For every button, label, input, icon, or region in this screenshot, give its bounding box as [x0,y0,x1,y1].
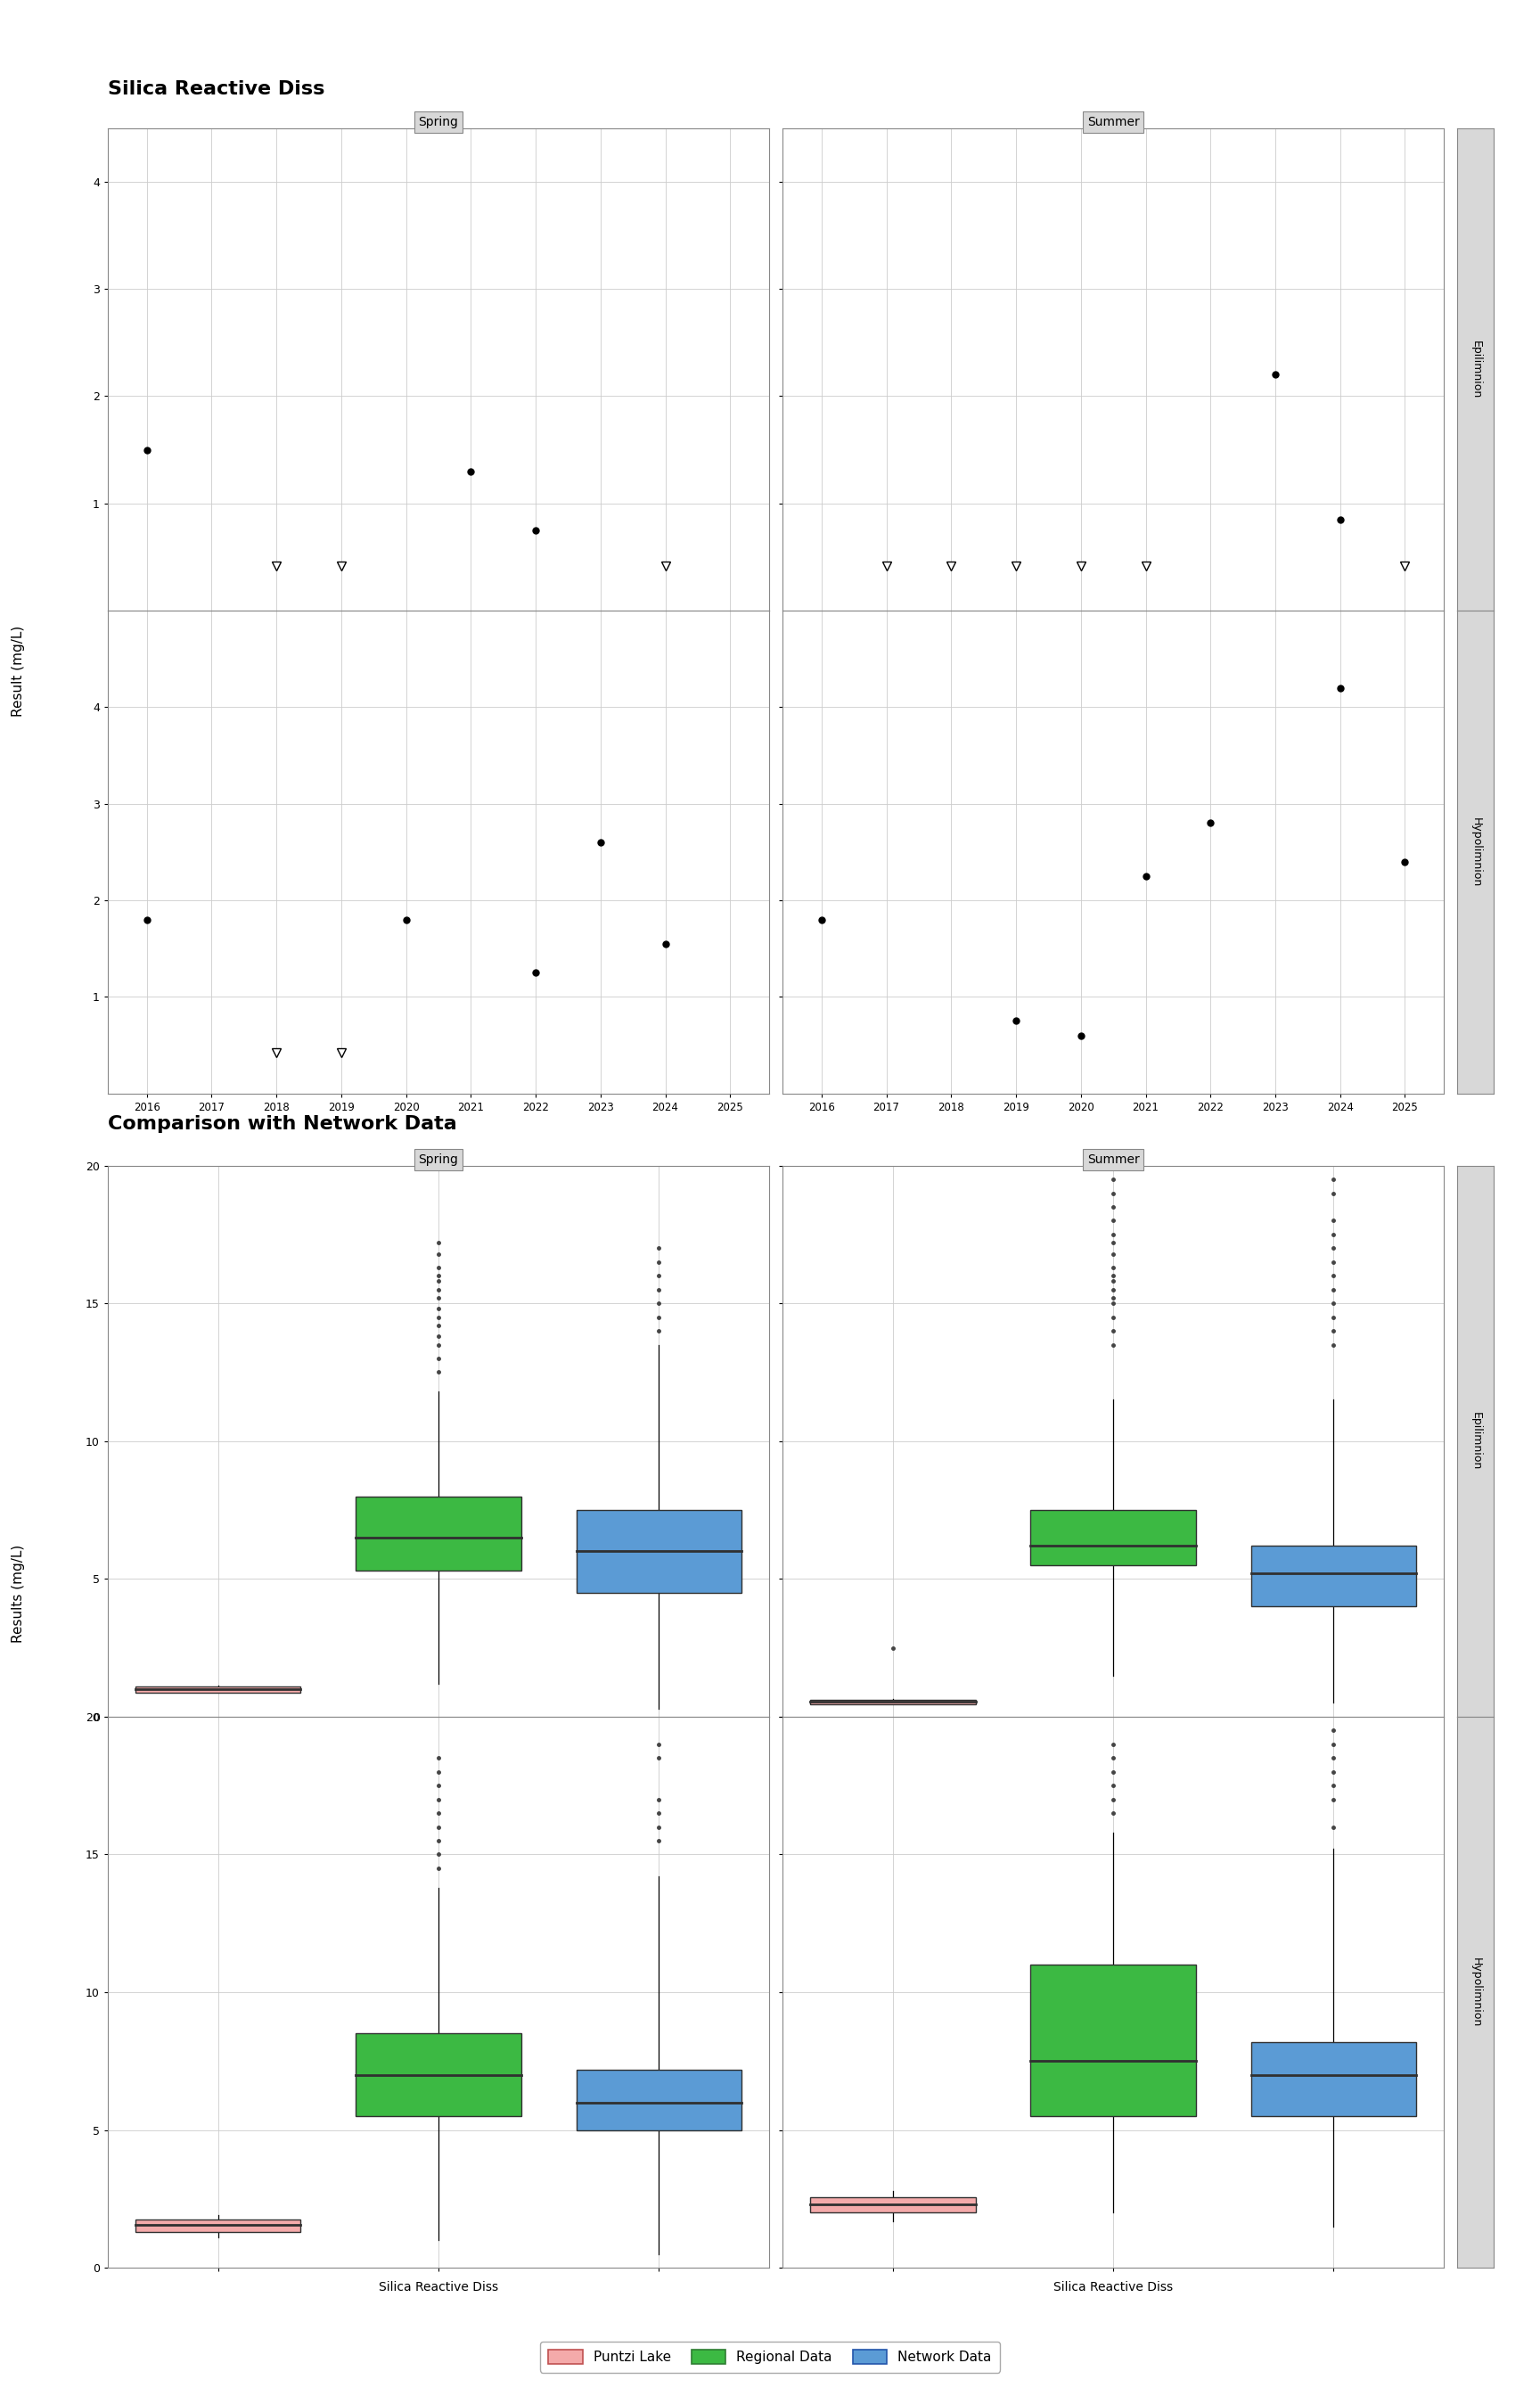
Text: Hypolimnion: Hypolimnion [1469,1958,1481,2027]
FancyBboxPatch shape [1030,1509,1197,1565]
Title: Spring: Spring [419,115,459,127]
Text: Epilimnion: Epilimnion [1469,340,1481,398]
X-axis label: Silica Reactive Diss: Silica Reactive Diss [1053,2281,1173,2293]
Text: Epilimnion: Epilimnion [1469,1411,1481,1471]
FancyBboxPatch shape [356,1495,521,1572]
Title: Summer: Summer [1087,1152,1140,1164]
Title: Summer: Summer [1087,115,1140,127]
Text: Hypolimnion: Hypolimnion [1469,817,1481,887]
FancyBboxPatch shape [136,1687,300,1692]
FancyBboxPatch shape [576,1509,741,1593]
FancyBboxPatch shape [810,2197,975,2212]
FancyBboxPatch shape [136,2219,300,2233]
FancyBboxPatch shape [1250,1545,1417,1605]
Title: Spring: Spring [419,1152,459,1164]
Text: Results (mg/L): Results (mg/L) [12,1543,25,1644]
FancyBboxPatch shape [1250,2041,1417,2116]
X-axis label: Silica Reactive Diss: Silica Reactive Diss [379,2281,497,2293]
Legend: Puntzi Lake, Regional Data, Network Data: Puntzi Lake, Regional Data, Network Data [541,2341,999,2372]
FancyBboxPatch shape [356,2034,521,2116]
FancyBboxPatch shape [1030,1965,1197,2116]
FancyBboxPatch shape [576,2070,741,2130]
Text: Silica Reactive Diss: Silica Reactive Diss [108,79,325,98]
Text: Comparison with Network Data: Comparison with Network Data [108,1114,457,1133]
FancyBboxPatch shape [810,1699,975,1704]
Text: Result (mg/L): Result (mg/L) [12,625,25,716]
